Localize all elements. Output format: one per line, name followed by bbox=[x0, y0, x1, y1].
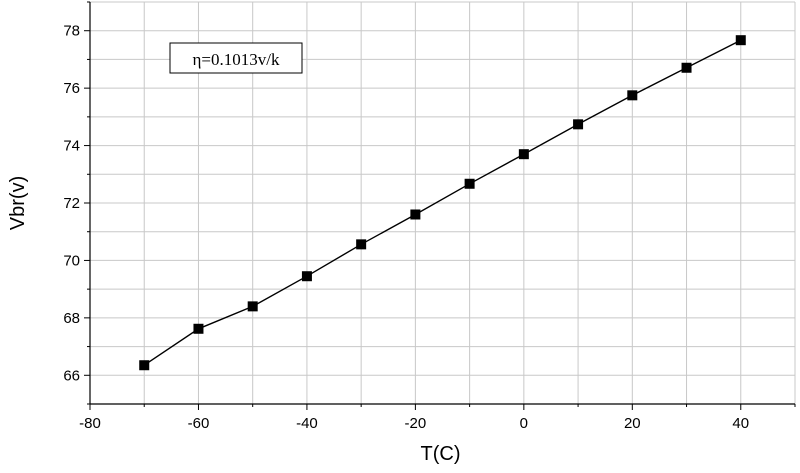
data-point bbox=[735, 35, 746, 46]
data-point bbox=[356, 239, 367, 250]
series bbox=[139, 35, 746, 371]
data-point bbox=[193, 323, 204, 334]
annotation-text: η=0.1013v/k bbox=[193, 50, 280, 69]
data-point bbox=[681, 62, 692, 73]
x-tick-label: -60 bbox=[188, 415, 210, 432]
y-tick-label: 68 bbox=[63, 310, 80, 327]
data-point bbox=[573, 119, 584, 130]
x-tick-label: -80 bbox=[79, 415, 101, 432]
data-point bbox=[139, 360, 150, 371]
x-tick-label: 40 bbox=[732, 415, 749, 432]
labels: -80 -60 -40 -20 0 20 40 66 68 70 72 74 76 78 T(C) Vbr(v… bbox=[7, 23, 749, 465]
y-tick-label: 72 bbox=[63, 195, 80, 212]
x-tick-label: 20 bbox=[624, 415, 641, 432]
series-line bbox=[143, 39, 742, 366]
axes bbox=[84, 1, 796, 410]
data-point bbox=[301, 271, 312, 282]
data-point bbox=[247, 301, 258, 312]
x-tick-label: -40 bbox=[296, 415, 318, 432]
x-tick-label: 0 bbox=[520, 415, 528, 432]
x-tick-label: -20 bbox=[405, 415, 427, 432]
data-point bbox=[464, 178, 475, 189]
y-tick-label: 74 bbox=[63, 138, 80, 155]
y-tick-label: 78 bbox=[63, 23, 80, 40]
data-point bbox=[410, 209, 421, 220]
data-point bbox=[627, 90, 638, 101]
y-tick-label: 70 bbox=[63, 252, 80, 269]
y-tick-label: 66 bbox=[63, 367, 80, 384]
annotation-box: η=0.1013v/k bbox=[169, 42, 303, 74]
y-tick-label: 76 bbox=[63, 80, 80, 97]
y-axis-title: Vbr(v) bbox=[7, 176, 29, 230]
annotation-border bbox=[169, 42, 303, 74]
x-axis-title: T(C) bbox=[421, 443, 461, 465]
data-point bbox=[518, 149, 529, 160]
